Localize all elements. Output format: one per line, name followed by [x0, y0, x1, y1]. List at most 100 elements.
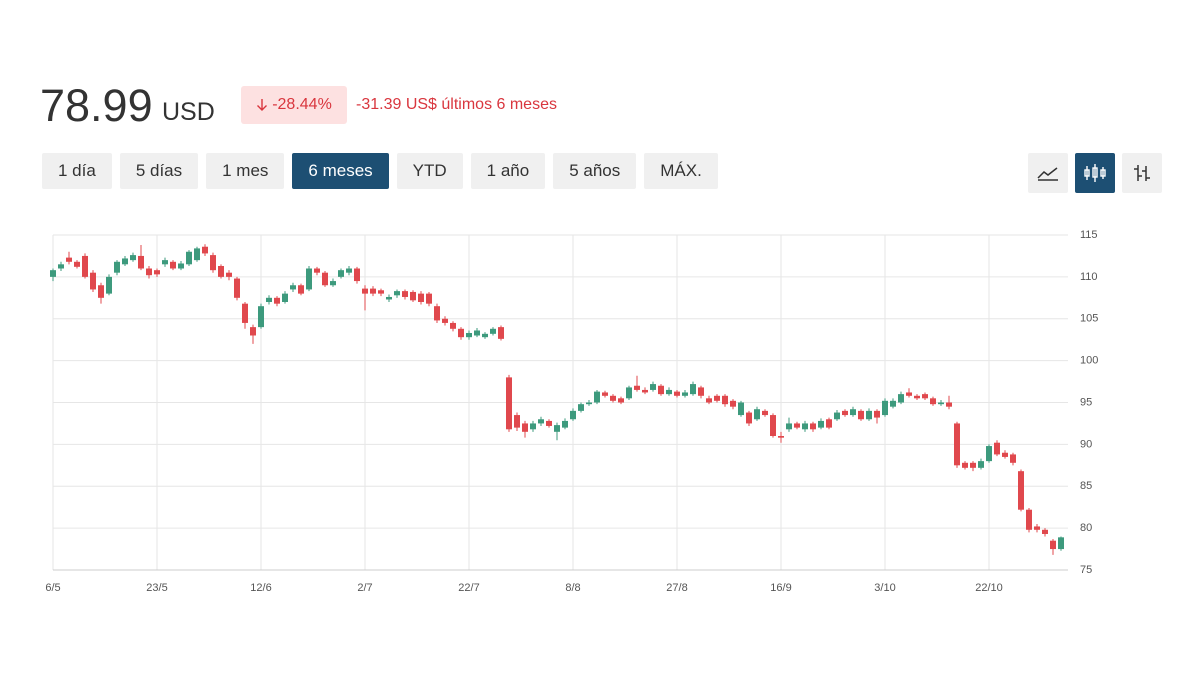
candle-body: [762, 410, 768, 416]
candle-body: [1002, 452, 1008, 457]
candle-body: [730, 400, 736, 407]
candle-body: [1026, 509, 1032, 530]
candle-body: [442, 318, 448, 323]
y-tick-label: 110: [1080, 271, 1098, 283]
candle-body: [394, 291, 400, 296]
x-tick-label: 23/5: [146, 582, 167, 594]
candle-body: [690, 384, 696, 395]
candle-body: [426, 293, 432, 304]
candle-body: [314, 268, 320, 273]
candle-body: [282, 293, 288, 302]
candle-body: [450, 322, 456, 329]
candle-body: [306, 268, 312, 290]
candle-body: [546, 420, 552, 426]
candle-body: [946, 402, 952, 407]
range-button[interactable]: 1 año: [470, 153, 546, 189]
candle-body: [90, 272, 96, 290]
candle-body: [58, 264, 64, 269]
y-tick-label: 85: [1080, 480, 1092, 492]
candle-body: [170, 261, 176, 269]
candle-body: [210, 255, 216, 271]
candle-body: [674, 391, 680, 396]
candle-body: [338, 270, 344, 277]
candle-body: [802, 423, 808, 430]
candle-body: [954, 423, 960, 466]
candle-body: [346, 268, 352, 273]
candle-body: [178, 263, 184, 269]
candle-body: [866, 410, 872, 420]
candle-body: [610, 395, 616, 401]
candle-body: [770, 415, 776, 436]
candle-body: [882, 400, 888, 416]
candle-body: [786, 423, 792, 430]
candle-body: [898, 394, 904, 403]
candle-body: [834, 412, 840, 420]
x-tick-label: 12/6: [250, 582, 271, 594]
range-button[interactable]: MÁX.: [644, 153, 718, 189]
candle-body: [218, 265, 224, 277]
candle-body: [490, 328, 496, 334]
range-button[interactable]: 6 meses: [292, 153, 389, 189]
y-tick-label: 75: [1080, 564, 1092, 576]
candle-body: [226, 272, 232, 277]
candle-body: [938, 402, 944, 405]
candle-body: [642, 389, 648, 393]
candle-body: [1042, 529, 1048, 534]
candle-chart-button[interactable]: [1075, 153, 1115, 193]
candle-body: [1050, 540, 1056, 550]
candle-body: [626, 387, 632, 399]
candle-body: [434, 306, 440, 321]
candle-body: [706, 398, 712, 403]
candle-body: [682, 392, 688, 396]
candle-icon: [1084, 164, 1106, 182]
change-percent: -28.44%: [272, 96, 332, 113]
candle-body: [874, 410, 880, 418]
candle-body: [842, 410, 848, 416]
candle-body: [458, 328, 464, 338]
candle-body: [994, 442, 1000, 455]
candle-body: [114, 261, 120, 273]
candle-body: [122, 258, 128, 265]
candle-body: [202, 246, 208, 254]
range-button[interactable]: YTD: [396, 153, 463, 189]
range-button[interactable]: 1 día: [42, 153, 112, 189]
candle-body: [154, 270, 160, 275]
ohlc-icon: [1134, 165, 1150, 181]
candle-body: [466, 332, 472, 338]
candle-body: [578, 404, 584, 411]
candle-body: [506, 377, 512, 430]
candle-body: [698, 387, 704, 396]
candle-body: [914, 395, 920, 399]
y-tick-label: 95: [1080, 396, 1092, 408]
candle-body: [386, 296, 392, 300]
candle-body: [1034, 526, 1040, 530]
x-tick-label: 3/10: [874, 582, 895, 594]
candle-body: [1010, 454, 1016, 463]
candle-body: [810, 423, 816, 430]
candle-body: [418, 293, 424, 302]
range-button[interactable]: 1 mes: [206, 153, 285, 189]
candle-body: [602, 392, 608, 396]
candle-body: [474, 330, 480, 336]
range-button[interactable]: 5 días: [119, 153, 199, 189]
ohlc-chart-button[interactable]: [1122, 153, 1162, 193]
candle-body: [354, 268, 360, 282]
candle-body: [298, 285, 304, 294]
line-chart-button[interactable]: [1028, 153, 1068, 193]
candle-body: [378, 290, 384, 294]
range-buttons: 1 día 5 días 1 mes 6 meses YTD 1 año 5 años MÁX…: [42, 153, 718, 189]
candle-body: [98, 285, 104, 298]
down-arrow-icon: [257, 99, 268, 111]
x-tick-label: 22/7: [458, 582, 479, 594]
line-icon: [1037, 167, 1058, 181]
y-tick-label: 100: [1080, 355, 1098, 367]
candle-body: [330, 281, 336, 286]
candle-body: [970, 462, 976, 468]
candle-body: [778, 436, 784, 438]
candle-body: [1018, 471, 1024, 510]
candle-body: [978, 461, 984, 468]
candle-body: [906, 392, 912, 396]
x-tick-label: 6/5: [45, 582, 60, 594]
range-button[interactable]: 5 años: [553, 153, 637, 189]
